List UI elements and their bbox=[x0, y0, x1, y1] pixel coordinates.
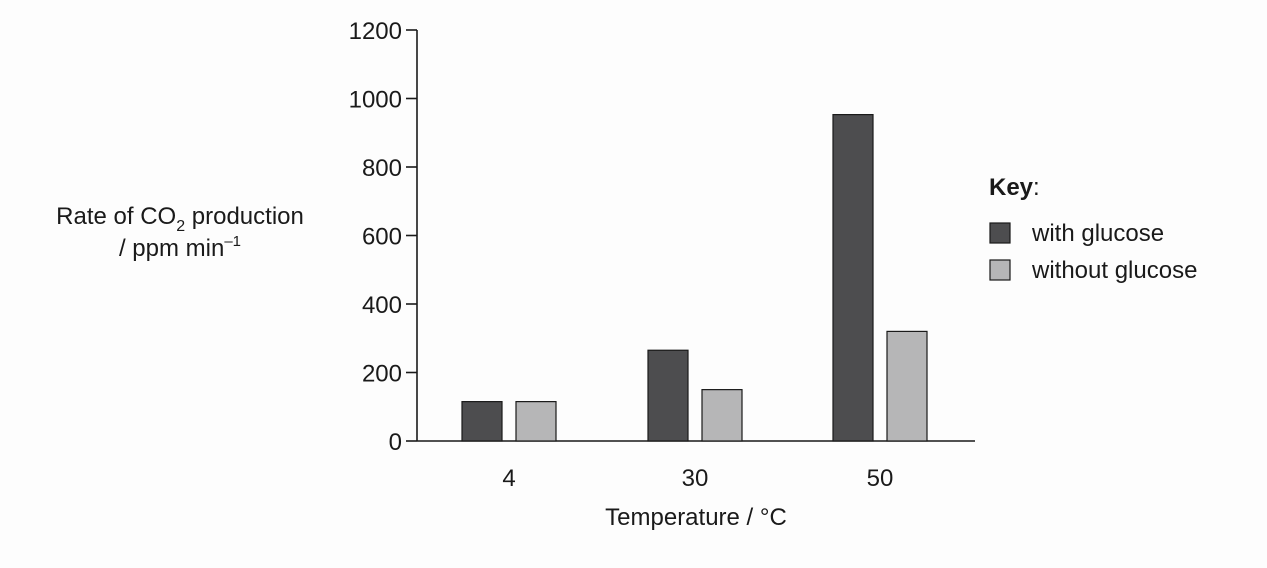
y-axis-title-line2: / ppm min–1 bbox=[119, 233, 241, 262]
bars bbox=[461, 113, 928, 442]
x-axis-title: Temperature / °C bbox=[605, 504, 787, 531]
y-tick-label: 800 bbox=[362, 155, 402, 182]
legend-swatch bbox=[989, 259, 1011, 281]
y-tick-label: 200 bbox=[362, 361, 402, 388]
x-tick-label: 30 bbox=[682, 465, 709, 492]
x-tick-label: 4 bbox=[502, 465, 515, 492]
y-tick-label: 400 bbox=[362, 292, 402, 319]
x-tick-label: 50 bbox=[867, 465, 894, 492]
legend-swatch bbox=[989, 222, 1011, 244]
legend: Key: with glucose without glucose bbox=[989, 174, 1197, 284]
x-axis-ticks: 4 30 50 bbox=[502, 465, 893, 492]
bar-without-glucose-50 bbox=[886, 330, 928, 442]
y-axis-title: Rate of CO2 production / ppm min–1 bbox=[56, 203, 304, 262]
y-tick-label: 0 bbox=[389, 429, 402, 456]
y-tick-label: 1000 bbox=[349, 87, 402, 114]
bar-with-glucose-50 bbox=[832, 113, 874, 442]
bar-without-glucose-30 bbox=[701, 389, 743, 442]
legend-label: without glucose bbox=[1031, 257, 1197, 284]
y-axis-title-line1: Rate of CO2 production bbox=[56, 203, 304, 235]
bar-without-glucose-4 bbox=[515, 401, 557, 442]
y-tick-label: 1200 bbox=[349, 18, 402, 45]
bar-with-glucose-4 bbox=[461, 401, 503, 442]
legend-title: Key: bbox=[989, 174, 1040, 201]
y-axis-ticks: 0 200 400 600 800 1000 1200 bbox=[349, 18, 417, 456]
legend-label: with glucose bbox=[1031, 220, 1164, 247]
y-tick-label: 600 bbox=[362, 224, 402, 251]
bar-with-glucose-30 bbox=[647, 349, 689, 442]
legend-items: with glucose without glucose bbox=[989, 220, 1197, 284]
